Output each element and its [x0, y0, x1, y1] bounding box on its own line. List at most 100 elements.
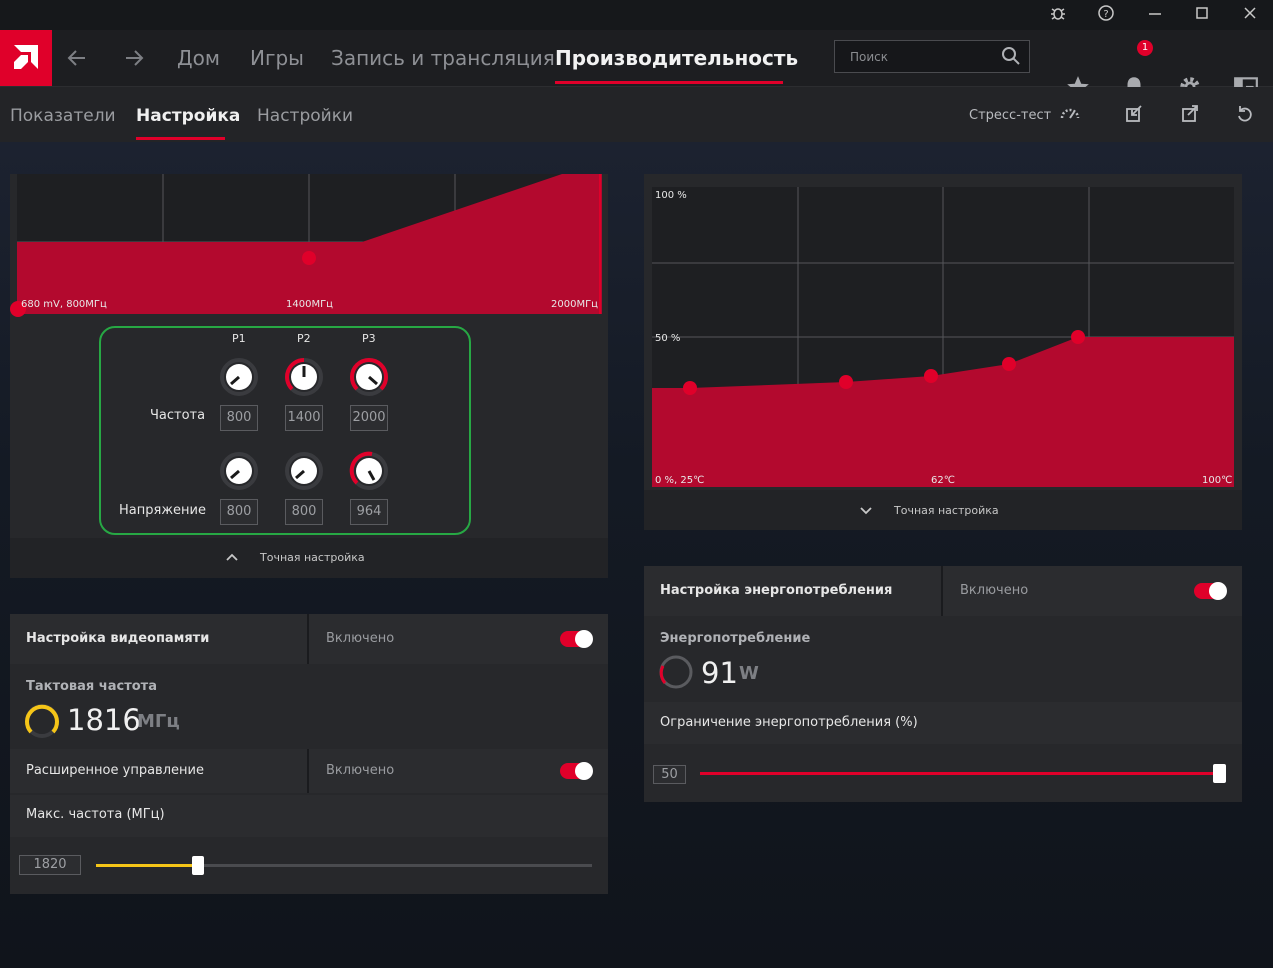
fan-curve-chart: [652, 187, 1234, 487]
clock-gauge-icon: [25, 704, 59, 738]
state-label-p3: P3: [362, 332, 376, 345]
vram-clock-unit: МГц: [137, 711, 180, 732]
power-limit-label: Ограничение энергопотребления (%): [660, 715, 918, 730]
fine-tune-toggle-left[interactable]: Точная настройка: [10, 538, 608, 578]
voltage-frequency-curve: [17, 174, 602, 314]
vram-toggle[interactable]: [560, 630, 593, 648]
state-label-p2: P2: [297, 332, 311, 345]
voltage-label: Напряжение: [119, 503, 206, 518]
advanced-control-row: [10, 749, 608, 793]
search-input[interactable]: Поиск: [834, 40, 1030, 73]
frequency-value-p2[interactable]: 1400: [285, 405, 323, 431]
stress-test-label[interactable]: Стресс-тест: [969, 108, 1052, 123]
fan-label-y-top: 100 %: [655, 190, 687, 201]
power-gauge-icon: [659, 655, 693, 689]
max-freq-slider-track[interactable]: [96, 864, 592, 867]
sub-navigation: Показатели Настройка Настройки Стресс-те…: [0, 87, 1273, 142]
power-limit-slider-track[interactable]: [700, 772, 1225, 775]
max-freq-label: Макс. частота (МГц): [26, 807, 165, 822]
svg-text:?: ?: [1103, 9, 1108, 20]
max-freq-row: [10, 795, 608, 837]
power-limit-row: [644, 702, 1242, 744]
curve-point-p2[interactable]: [302, 251, 316, 265]
fine-tune-toggle-right[interactable]: Точная настройка: [644, 490, 1242, 530]
frequency-label: Частота: [150, 408, 206, 423]
reset-icon[interactable]: [1234, 103, 1256, 125]
max-freq-value[interactable]: 1820: [19, 855, 81, 875]
fan-label-x-right: 100℃: [1202, 475, 1233, 486]
minimize-icon[interactable]: [1144, 4, 1166, 26]
bug-icon[interactable]: [1047, 4, 1069, 26]
close-icon[interactable]: [1239, 4, 1261, 26]
divider: [307, 749, 309, 793]
curve-area: [17, 174, 602, 314]
vram-title: Настройка видеопамяти: [26, 631, 210, 646]
vram-header: [10, 614, 608, 664]
frequency-value-p1[interactable]: 800: [220, 405, 258, 431]
power-consumption-unit: W: [739, 663, 759, 684]
frequency-knob-p3[interactable]: [349, 357, 389, 397]
tab-active-underline: [136, 137, 225, 140]
max-freq-slider-handle[interactable]: [192, 856, 204, 875]
curve-point-p1[interactable]: [10, 301, 26, 317]
title-bar: ?: [0, 0, 1273, 30]
tab-tuning[interactable]: Настройка: [136, 106, 241, 126]
nav-item-games[interactable]: Игры: [250, 46, 304, 70]
nav-active-underline: [555, 81, 783, 84]
voltage-value-p2[interactable]: 800: [285, 499, 323, 525]
fine-tune-label-right: Точная настройка: [894, 504, 999, 517]
nav-item-home[interactable]: Дом: [177, 46, 220, 70]
state-label-p1: P1: [232, 332, 246, 345]
frequency-value-p3[interactable]: 2000: [350, 405, 388, 431]
search-placeholder: Поиск: [850, 50, 889, 64]
import-icon[interactable]: [1123, 103, 1145, 125]
frequency-knob-p2[interactable]: [284, 357, 324, 397]
curve-label-mid: 1400МГц: [286, 299, 333, 310]
vram-state: Включено: [326, 631, 395, 646]
fan-point-1[interactable]: [683, 381, 697, 395]
power-header: [644, 566, 1242, 616]
power-consumption-value: 91: [701, 656, 738, 690]
voltage-knob-p2[interactable]: [284, 451, 324, 491]
divider: [307, 614, 309, 664]
notification-badge: 1: [1137, 40, 1153, 56]
curve-label-right: 2000МГц: [551, 299, 598, 310]
vram-clock-value: 1816: [67, 703, 141, 737]
forward-arrow-icon[interactable]: [122, 46, 146, 70]
voltage-value-p1[interactable]: 800: [220, 499, 258, 525]
voltage-knob-p1[interactable]: [219, 451, 259, 491]
nav-item-record-stream[interactable]: Запись и трансляция: [331, 46, 555, 70]
export-icon[interactable]: [1179, 103, 1201, 125]
voltage-knob-p3[interactable]: [349, 451, 389, 491]
chevron-down-icon: [859, 503, 873, 522]
advanced-control-toggle[interactable]: [560, 762, 593, 780]
fine-tune-label-left: Точная настройка: [260, 551, 365, 564]
help-icon[interactable]: ?: [1095, 4, 1117, 26]
nav-item-performance[interactable]: Производительность: [555, 46, 799, 70]
fan-label-origin: 0 %, 25℃: [655, 475, 705, 486]
divider: [941, 566, 943, 616]
fan-point-5[interactable]: [1071, 330, 1085, 344]
frequency-knob-p1[interactable]: [219, 357, 259, 397]
curve-label-left: 680 mV, 800МГц: [21, 299, 107, 310]
fan-point-2[interactable]: [839, 375, 853, 389]
advanced-control-label: Расширенное управление: [26, 763, 204, 778]
maximize-icon[interactable]: [1191, 4, 1213, 26]
fan-curve-area: [652, 337, 1234, 487]
tab-settings[interactable]: Настройки: [257, 106, 354, 126]
voltage-value-p3[interactable]: 964: [350, 499, 388, 525]
power-limit-slider-handle[interactable]: [1213, 764, 1226, 783]
speedometer-icon[interactable]: [1059, 103, 1081, 125]
top-navigation: Дом Игры Запись и трансляция Производите…: [0, 30, 1273, 99]
back-arrow-icon[interactable]: [65, 46, 89, 70]
amd-logo[interactable]: [0, 30, 52, 86]
power-limit-value[interactable]: 50: [653, 765, 686, 784]
search-icon[interactable]: [1001, 46, 1021, 70]
fan-point-3[interactable]: [924, 369, 938, 383]
vram-clock-label: Тактовая частота: [26, 679, 157, 694]
power-state: Включено: [960, 583, 1029, 598]
max-freq-slider-fill: [96, 864, 198, 867]
fan-point-4[interactable]: [1002, 357, 1016, 371]
power-toggle[interactable]: [1194, 582, 1227, 600]
tab-metrics[interactable]: Показатели: [10, 106, 116, 126]
